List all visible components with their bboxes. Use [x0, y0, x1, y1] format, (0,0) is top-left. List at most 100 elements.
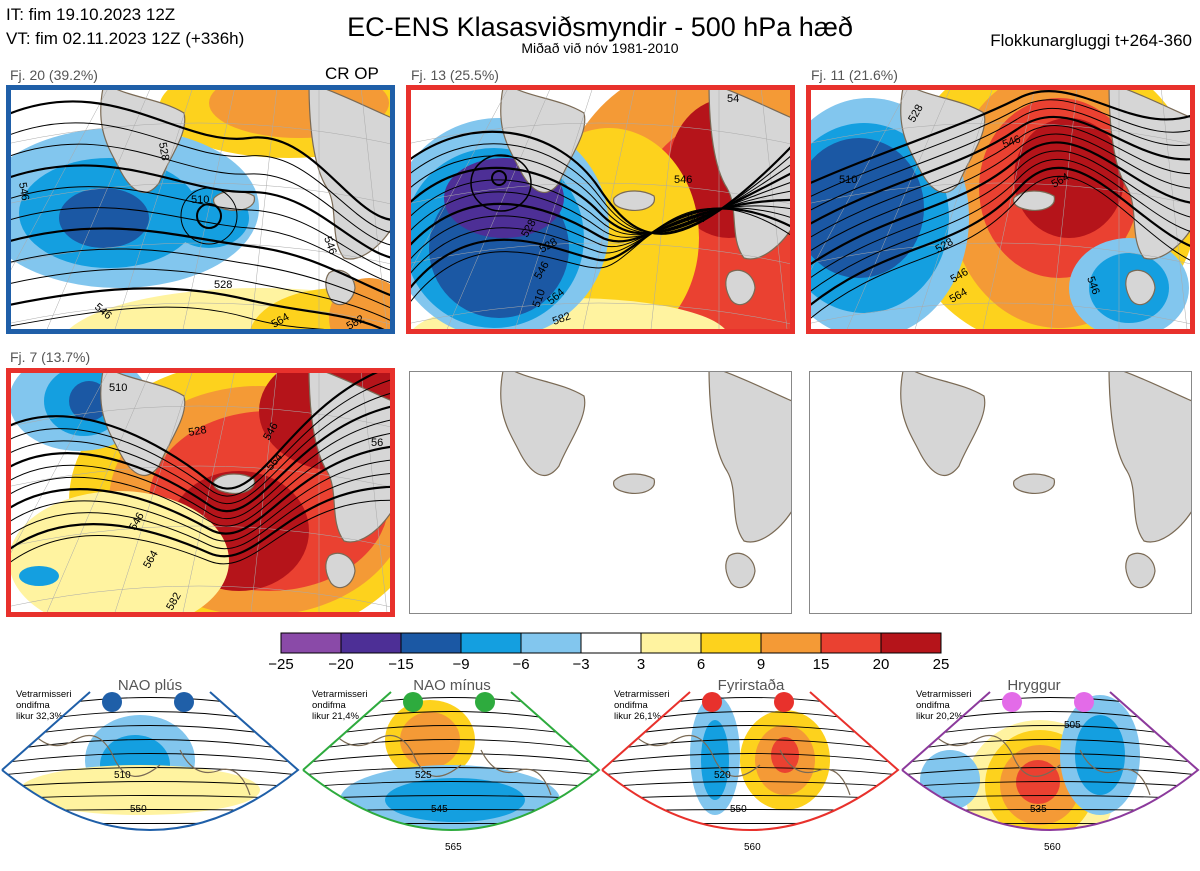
- regime-coastline: [779, 749, 851, 796]
- contour-label: 528: [214, 279, 232, 291]
- cluster-label: Fj. 20 (39.2%): [10, 67, 98, 83]
- regime-title: NAO mínus: [413, 677, 491, 694]
- colorbar-tick-label: 25: [932, 656, 950, 673]
- height-contour: [809, 99, 1192, 198]
- colorbar-segment: [400, 632, 462, 654]
- colorbar-tick-label: 6: [696, 656, 706, 673]
- anomaly-shading: [9, 491, 229, 614]
- regime-contour: [303, 767, 599, 776]
- contour-label: 528: [156, 141, 171, 161]
- parallel-line: [809, 182, 1192, 205]
- low-centre-contour: [180, 187, 238, 245]
- parallel-line: [9, 465, 392, 488]
- greenland-land: [500, 371, 586, 477]
- regime-outline: [1, 691, 300, 831]
- height-contour: [9, 485, 392, 558]
- meridian-line: [409, 88, 509, 274]
- colorbar-tick-label: −3: [572, 656, 590, 673]
- british-isles-land: [1125, 269, 1156, 306]
- height-contour: [9, 143, 392, 246]
- regime-outline: [302, 691, 601, 831]
- regime-contour-label: 560: [1044, 842, 1061, 853]
- init-time: IT: fim 19.10.2023 12Z: [6, 5, 176, 24]
- regime-contour: [602, 822, 898, 824]
- meridian-line: [809, 88, 909, 274]
- cluster-map-4: 510 528 546 564 546 564 582 56: [9, 371, 392, 614]
- british-isles-land: [725, 552, 756, 589]
- low-centre-contour: [491, 170, 507, 186]
- regime-anomaly: [920, 750, 980, 810]
- scandinavia-land: [1108, 371, 1192, 543]
- empty-map-2: [809, 371, 1192, 614]
- classification-window: Flokkunargluggi t+264-360: [990, 31, 1192, 50]
- height-contour: [409, 205, 792, 262]
- regime-title: Fyrirstaða: [717, 677, 785, 694]
- height-contour: [9, 419, 392, 520]
- regime-marker: [1002, 692, 1022, 712]
- anomaly-shading: [19, 566, 59, 586]
- colorbar-segment: [640, 632, 702, 654]
- colorbar-segment: [760, 632, 822, 654]
- regime-contour: [301, 835, 601, 838]
- colorbar-tick-label: −6: [512, 656, 530, 673]
- regime-coastline: [29, 729, 161, 777]
- height-contour: [809, 115, 1192, 226]
- height-contour: [9, 227, 392, 298]
- regime-title: Hryggur: [1007, 677, 1061, 694]
- regime-note: Vetrarmisseri ondifma likur 26,1%: [614, 689, 670, 722]
- colorbar-segment: [700, 632, 762, 654]
- regime-outline: [601, 691, 900, 831]
- height-contour: [9, 248, 392, 310]
- meridian-line: [360, 371, 388, 614]
- regime-contour-label: 550: [730, 804, 747, 815]
- cluster-map-1: 546 528 510 528 546 564 582 546: [9, 88, 392, 331]
- parallel-line: [409, 302, 792, 325]
- colorbar-tick-label: −9: [452, 656, 470, 673]
- regime-fan: 525 545 565: [301, 691, 601, 853]
- height-contour: [809, 107, 1192, 212]
- contour-label: 582: [551, 310, 572, 328]
- height-contour: [809, 175, 1192, 321]
- page-title: EC-ENS Klasasviðsmyndir - 500 hPa hæð: [347, 12, 853, 42]
- regime-outline: [901, 691, 1200, 831]
- regime-fan: 520 550 560: [601, 691, 900, 853]
- low-centre-contour: [470, 154, 532, 212]
- meridian-line: [9, 88, 109, 274]
- regime-contour: [602, 795, 898, 800]
- regime-contour-label: 565: [445, 842, 462, 853]
- height-contour: [9, 287, 389, 331]
- regime-contour-label: 545: [431, 804, 448, 815]
- contour-label: 510: [839, 174, 857, 186]
- regime-marker: [475, 692, 495, 712]
- meridian-line: [114, 371, 193, 614]
- regime-contour: [303, 739, 599, 752]
- regime-marker: [174, 692, 194, 712]
- parallel-line: [409, 122, 792, 145]
- height-contour: [9, 473, 392, 550]
- height-contour: [9, 306, 345, 331]
- meridian-line: [114, 88, 193, 331]
- height-contour: [9, 207, 392, 284]
- regime-contour-label: 560: [744, 842, 761, 853]
- contour-label: 546: [321, 235, 339, 256]
- regime-contour: [2, 739, 298, 752]
- regime-contour-label: 535: [1030, 804, 1047, 815]
- height-contour: [409, 207, 792, 305]
- scandinavia-land: [308, 88, 392, 260]
- height-contour: [9, 459, 392, 542]
- regime-contour: [602, 739, 898, 752]
- colorbar-segment: [460, 632, 522, 654]
- height-contour: [809, 166, 1192, 308]
- parallel-line: [9, 302, 392, 325]
- regime-marker: [102, 692, 122, 712]
- height-contour: [9, 405, 392, 513]
- iceland-land: [1012, 473, 1055, 494]
- contour-label: 56: [371, 437, 383, 449]
- height-contour: [9, 392, 392, 505]
- regime-contour: [602, 781, 898, 788]
- regime-anomaly: [385, 778, 525, 822]
- regime-contour: [902, 781, 1198, 788]
- regime-marker: [403, 692, 423, 712]
- regime-coastline: [480, 749, 552, 796]
- meridian-line: [9, 371, 109, 557]
